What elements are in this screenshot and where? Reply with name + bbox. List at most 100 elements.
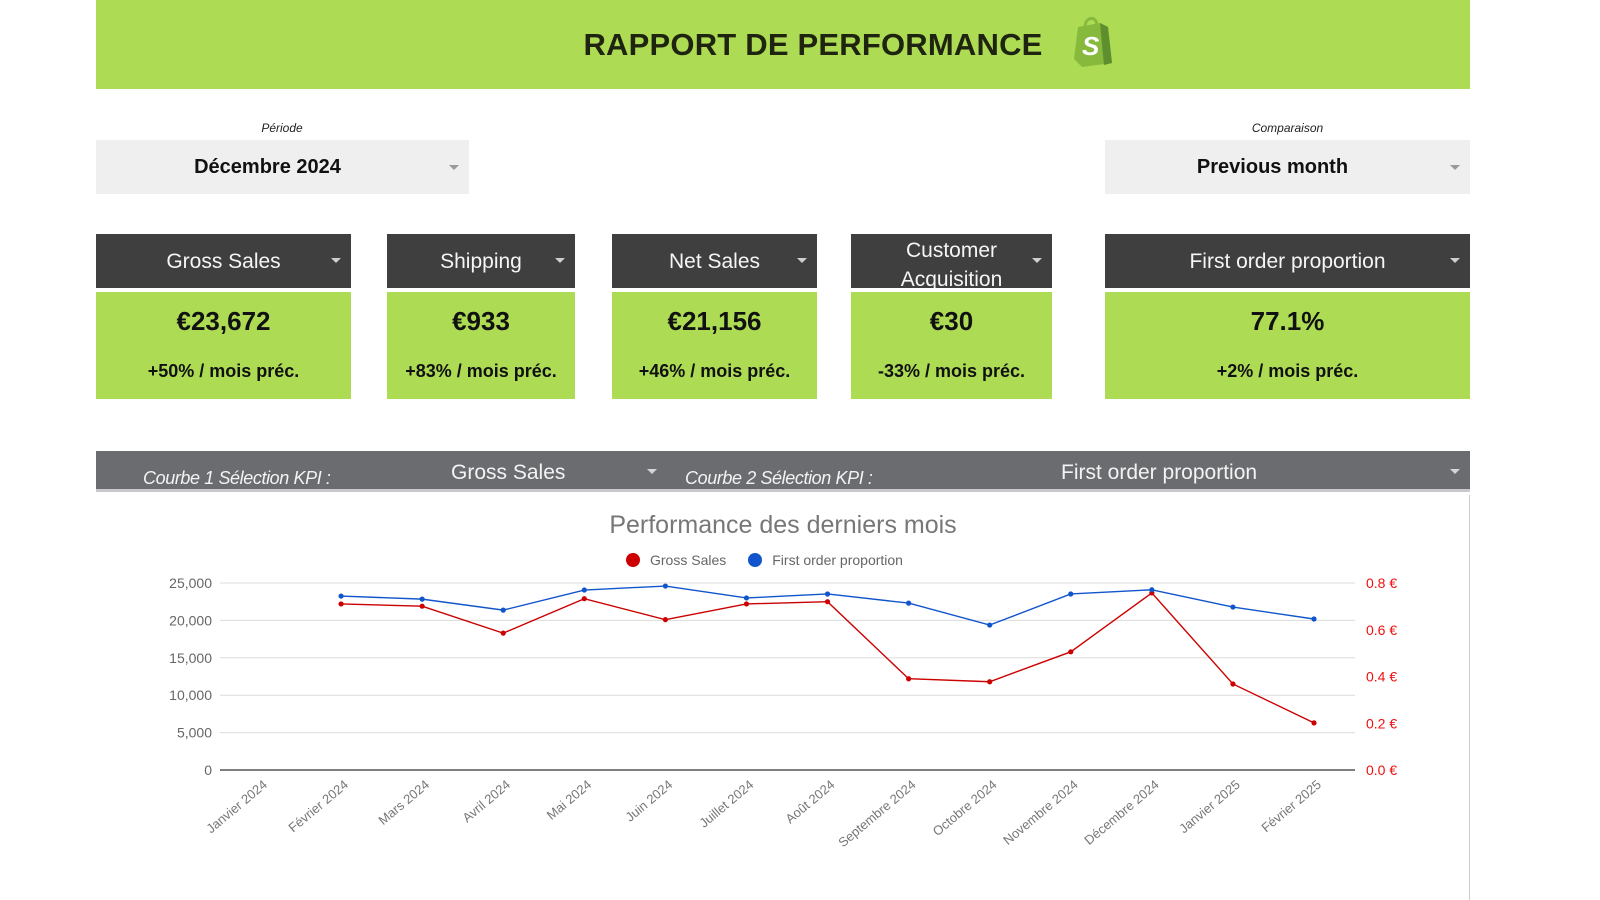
x-axis-label: Mai 2024 bbox=[544, 777, 595, 823]
kpi-label: Gross Sales bbox=[166, 249, 281, 273]
data-point[interactable] bbox=[500, 630, 506, 636]
chevron-down-icon bbox=[1450, 258, 1460, 263]
data-point[interactable] bbox=[1068, 649, 1074, 655]
left-axis-tick: 20,000 bbox=[169, 612, 212, 628]
x-axis-label: Avril 2024 bbox=[459, 777, 513, 826]
curve-selector-bar: Courbe 1 Sélection KPI : Gross Sales Cou… bbox=[96, 451, 1470, 492]
x-axis-label: Octobre 2024 bbox=[930, 777, 1000, 839]
curve2-label: Courbe 2 Sélection KPI : bbox=[685, 468, 873, 488]
data-point[interactable] bbox=[743, 595, 750, 601]
kpi-customer-acquisition-selector[interactable]: Customer Acquisition bbox=[851, 234, 1052, 288]
right-axis-tick: 0.8 € bbox=[1366, 575, 1397, 591]
chevron-down-icon[interactable] bbox=[647, 469, 657, 474]
data-point[interactable] bbox=[581, 587, 587, 593]
data-point[interactable] bbox=[906, 600, 912, 606]
kpi-value: €21,156 bbox=[667, 306, 762, 336]
kpi-card-customer-acquisition: Customer Acquisition €30 -33% / mois pré… bbox=[851, 234, 1052, 399]
data-point[interactable] bbox=[338, 593, 344, 599]
kpi-gross-sales-selector[interactable]: Gross Sales bbox=[96, 234, 351, 288]
comparison-label: Comparaison bbox=[1251, 121, 1324, 135]
data-point[interactable] bbox=[1068, 591, 1074, 597]
x-axis-label: Janvier 2024 bbox=[203, 777, 270, 836]
kpi-card-first-order-proportion: First order proportion 77.1% +2% / mois … bbox=[1105, 234, 1470, 399]
data-point[interactable] bbox=[1230, 604, 1236, 610]
data-point[interactable] bbox=[1311, 720, 1317, 726]
legend-dot-blue-icon bbox=[748, 553, 763, 567]
kpi-delta: +46% / mois préc. bbox=[638, 361, 791, 381]
kpi-value: €933 bbox=[452, 306, 510, 336]
data-point[interactable] bbox=[419, 596, 425, 602]
kpi-first-order-proportion-selector[interactable]: First order proportion bbox=[1105, 234, 1470, 288]
kpi-label: First order proportion bbox=[1189, 249, 1386, 273]
data-point[interactable] bbox=[1149, 587, 1155, 593]
data-point[interactable] bbox=[419, 603, 425, 609]
x-axis-label: Décembre 2024 bbox=[1081, 777, 1162, 848]
data-point[interactable] bbox=[987, 679, 993, 685]
shopify-bag-icon: S bbox=[1074, 17, 1112, 67]
chart-legend: Gross Sales First order proportion bbox=[626, 552, 925, 568]
comparison-value: Previous month bbox=[1196, 155, 1349, 178]
x-axis-label: Juin 2024 bbox=[622, 777, 675, 825]
kpi-value: 77.1% bbox=[1250, 306, 1325, 336]
curve2-dropdown[interactable]: First order proportion bbox=[1061, 461, 1257, 485]
kpi-body: 77.1% +2% / mois préc. bbox=[1105, 292, 1470, 399]
kpi-card-shipping: Shipping €933 +83% / mois préc. bbox=[387, 234, 575, 399]
x-axis-label: Novembre 2024 bbox=[1000, 777, 1081, 848]
performance-chart-panel: Performance des derniers mois Gross Sale… bbox=[96, 495, 1470, 900]
page-title: RAPPORT DE PERFORMANCE bbox=[583, 26, 1043, 62]
kpi-card-net-sales: Net Sales €21,156 +46% / mois préc. bbox=[612, 234, 817, 399]
data-point[interactable] bbox=[581, 596, 587, 602]
curve2-value: First order proportion bbox=[1061, 461, 1258, 484]
curve1-label: Courbe 1 Sélection KPI : bbox=[143, 468, 331, 488]
comparison-dropdown[interactable]: Previous month bbox=[1105, 140, 1470, 194]
kpi-delta: +83% / mois préc. bbox=[405, 361, 557, 381]
kpi-delta: +50% / mois préc. bbox=[147, 361, 300, 381]
x-axis-label: Septembre 2024 bbox=[835, 777, 918, 850]
right-axis-tick: 0.6 € bbox=[1366, 622, 1397, 638]
data-point[interactable] bbox=[662, 617, 668, 623]
legend-label: Gross Sales bbox=[650, 552, 727, 568]
curve1-dropdown[interactable]: Gross Sales bbox=[451, 461, 565, 485]
chevron-down-icon bbox=[555, 258, 565, 263]
legend-label: First order proportion bbox=[772, 552, 903, 568]
data-point[interactable] bbox=[1311, 616, 1317, 622]
kpi-label: Customer Acquisition bbox=[900, 239, 1003, 288]
x-axis-label: Août 2024 bbox=[782, 777, 837, 827]
chart-title: Performance des derniers mois bbox=[609, 511, 957, 539]
data-point[interactable] bbox=[906, 676, 912, 682]
chevron-down-icon bbox=[449, 165, 459, 170]
left-axis-tick: 15,000 bbox=[169, 650, 212, 666]
chevron-down-icon[interactable] bbox=[1450, 469, 1460, 474]
left-axis-tick: 25,000 bbox=[169, 575, 212, 591]
kpi-card-gross-sales: Gross Sales €23,672 +50% / mois préc. bbox=[96, 234, 351, 399]
right-axis-tick: 0.2 € bbox=[1366, 715, 1397, 731]
data-point[interactable] bbox=[743, 601, 750, 607]
period-label: Période bbox=[261, 121, 303, 135]
kpi-label: Shipping bbox=[440, 249, 522, 273]
kpi-body: €30 -33% / mois préc. bbox=[851, 292, 1052, 399]
data-point[interactable] bbox=[500, 607, 506, 613]
chevron-down-icon bbox=[1450, 165, 1460, 170]
data-point[interactable] bbox=[1230, 681, 1236, 687]
left-axis-tick: 10,000 bbox=[169, 687, 212, 703]
kpi-body: €933 +83% / mois préc. bbox=[387, 292, 575, 399]
kpi-value: €30 bbox=[929, 306, 974, 336]
data-point[interactable] bbox=[338, 601, 344, 607]
right-axis-tick: 0.4 € bbox=[1366, 669, 1397, 685]
kpi-shipping-selector[interactable]: Shipping bbox=[387, 234, 575, 288]
legend-dot-red-icon bbox=[626, 553, 640, 567]
left-axis-tick: 0 bbox=[204, 762, 212, 778]
x-axis-label: Février 2025 bbox=[1258, 777, 1324, 835]
chevron-down-icon bbox=[331, 258, 341, 263]
period-value: Décembre 2024 bbox=[194, 155, 341, 178]
data-point[interactable] bbox=[987, 622, 993, 628]
data-point[interactable] bbox=[824, 591, 831, 597]
x-axis-label: Février 2024 bbox=[285, 777, 351, 835]
kpi-net-sales-selector[interactable]: Net Sales bbox=[612, 234, 817, 288]
data-point[interactable] bbox=[662, 583, 668, 589]
kpi-delta: +2% / mois préc. bbox=[1216, 361, 1359, 381]
data-point[interactable] bbox=[824, 599, 831, 605]
x-axis-label: Mars 2024 bbox=[375, 777, 432, 828]
curve1-value: Gross Sales bbox=[451, 461, 566, 484]
period-dropdown[interactable]: Décembre 2024 bbox=[96, 140, 469, 194]
